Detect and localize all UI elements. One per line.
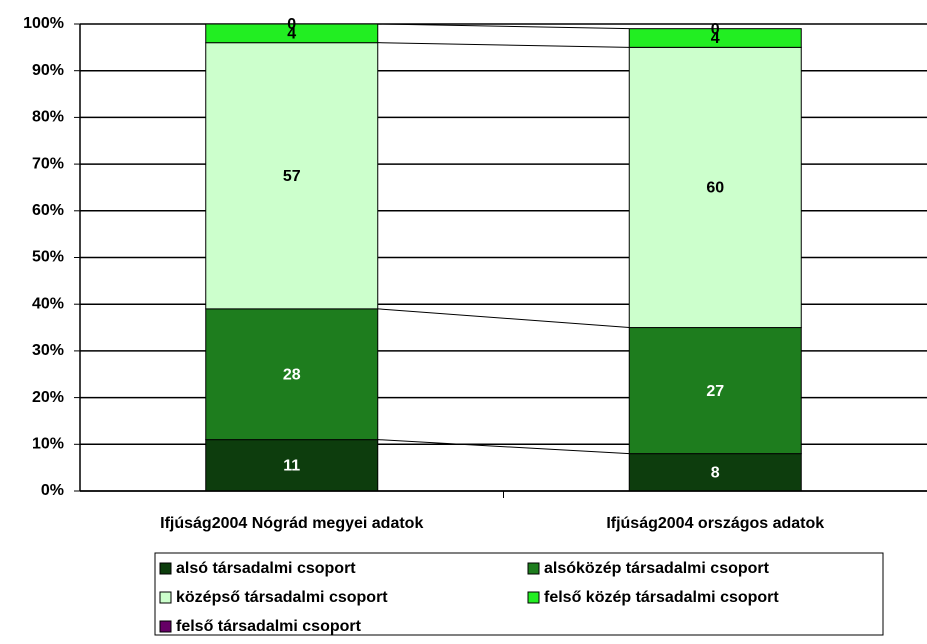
legend-box [154,552,884,636]
y-tick-label: 60% [32,202,64,219]
data-label: 11 [283,458,300,475]
bar-segment [628,46,802,329]
data-label: 4 [711,30,720,47]
legend-swatch [159,591,172,604]
legend-label: középső társadalmi csoport [176,589,388,606]
series-line [377,23,630,30]
data-label: 4 [287,26,296,43]
bar-segment [628,327,802,455]
bar-segment [205,439,379,492]
series-line [377,308,630,329]
bar-segment [205,23,379,44]
y-tick-label: 10% [32,436,64,453]
legend-label: alsóközép társadalmi csoport [544,560,770,577]
y-tick-label: 20% [32,389,64,406]
legend-swatch [527,562,540,575]
bar-segment [628,28,802,48]
legend-label: felső társadalmi csoport [176,618,362,635]
y-tick-label: 90% [32,62,64,79]
y-tick-label: 70% [32,155,64,172]
data-label: 28 [283,366,301,383]
legend-label: felső közép társadalmi csoport [544,589,779,606]
legend-swatch [527,591,540,604]
y-tick-label: 30% [32,342,64,359]
y-tick-label: 40% [32,295,64,312]
legend-swatch [159,562,172,575]
bar-segment [205,42,379,310]
data-label: 60 [706,180,724,197]
y-tick-label: 80% [32,109,64,126]
bar-segment [205,308,379,441]
data-label: 27 [706,383,724,400]
legend-label: alsó társadalmi csoport [176,560,356,577]
data-label: 0 [287,16,296,33]
data-label: 0 [711,21,720,38]
y-tick-label: 0% [41,482,64,499]
data-label: 8 [711,465,720,482]
y-tick-label: 100% [23,15,64,32]
series-line [377,439,630,455]
legend-swatch [159,620,172,633]
series-line [377,42,630,48]
x-tick-label: Ifjúság2004 országos adatok [606,515,824,532]
x-tick-label: Ifjúság2004 Nógrád megyei adatok [160,515,423,532]
y-tick-label: 50% [32,249,64,266]
data-label: 57 [283,168,301,185]
